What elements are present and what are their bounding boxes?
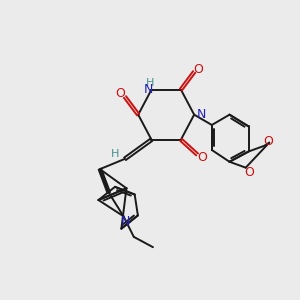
Text: H: H [111,148,120,158]
Text: O: O [197,151,207,164]
Text: O: O [194,62,203,76]
Text: N: N [144,83,153,96]
Text: O: O [263,135,273,148]
Text: N: N [197,108,206,121]
Text: N: N [120,215,130,228]
Text: O: O [116,87,125,100]
Text: O: O [244,166,254,178]
Text: H: H [146,78,154,88]
